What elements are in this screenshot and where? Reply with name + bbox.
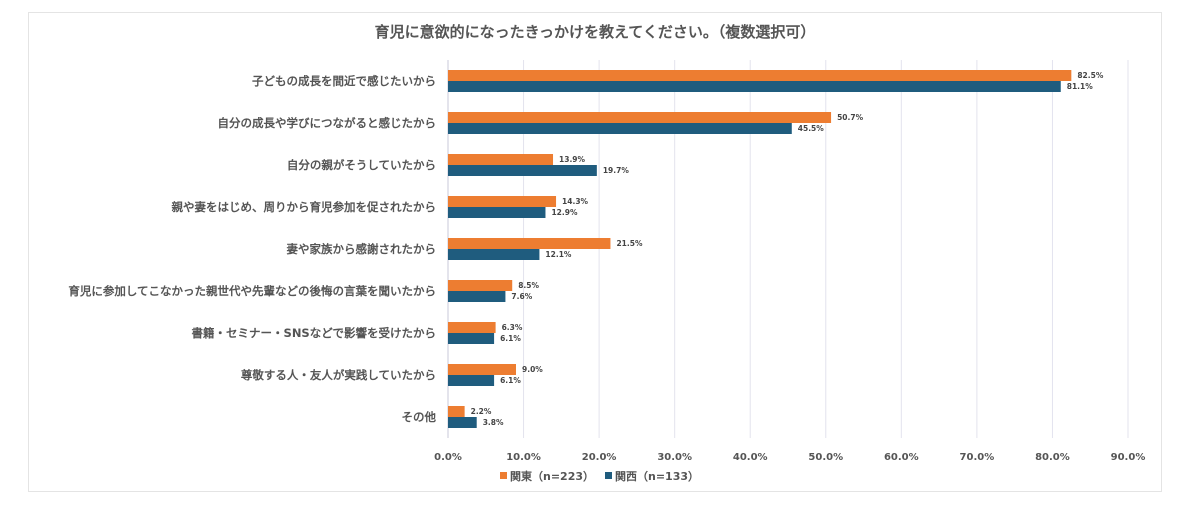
bar (448, 249, 540, 260)
data-label: 2.2% (471, 407, 492, 416)
data-label: 6.1% (500, 334, 521, 343)
category-label: 子どもの成長を間近で感じたいから (252, 74, 436, 88)
category-label: 自分の親がそうしていたから (287, 158, 436, 172)
x-tick-label: 10.0% (506, 452, 541, 463)
bar (448, 291, 506, 302)
data-label: 14.3% (562, 197, 589, 206)
legend-swatch (500, 472, 507, 479)
x-tick-label: 30.0% (657, 452, 692, 463)
category-label: 自分の成長や学びにつながると感じたから (218, 116, 437, 130)
category-label: 尊敬する人・友人が実践していたから (241, 368, 436, 382)
data-label: 12.9% (551, 208, 578, 217)
data-label: 19.7% (603, 166, 630, 175)
category-label: その他 (402, 410, 437, 424)
bar (448, 238, 611, 249)
x-tick-label: 50.0% (808, 452, 843, 463)
data-label: 81.1% (1067, 82, 1094, 91)
chart-frame (28, 12, 1162, 492)
data-label: 7.6% (511, 292, 532, 301)
bar (448, 112, 832, 123)
data-label: 45.5% (798, 124, 825, 133)
data-label: 12.1% (545, 250, 572, 259)
data-label: 6.3% (502, 323, 523, 332)
bar (448, 322, 496, 333)
data-label: 13.9% (559, 155, 586, 164)
data-label: 82.5% (1077, 71, 1104, 80)
bar (448, 165, 597, 176)
legend-label: 関東（n=223） (510, 469, 594, 483)
data-label: 3.8% (483, 418, 504, 427)
bar (448, 375, 495, 386)
x-tick-label: 70.0% (960, 452, 995, 463)
chart-title: 育児に意欲的になったきっかけを教えてください。（複数選択可） (375, 23, 816, 41)
x-tick-label: 80.0% (1035, 452, 1070, 463)
category-label: 書籍・セミナー・SNSなどで影響を受けたから (192, 326, 436, 340)
legend-label: 関西（n=133） (615, 470, 699, 483)
bar (448, 154, 554, 165)
bar (448, 123, 792, 134)
bar (448, 196, 557, 207)
bar (448, 280, 513, 291)
category-label: 親や妻をはじめ、周りから育児参加を促されたから (172, 200, 437, 214)
bar (448, 81, 1061, 92)
bar (448, 417, 477, 428)
x-tick-label: 90.0% (1111, 452, 1146, 463)
data-label: 21.5% (616, 239, 643, 248)
data-label: 50.7% (837, 113, 864, 122)
x-tick-label: 60.0% (884, 452, 919, 463)
x-tick-label: 40.0% (733, 452, 768, 463)
data-label: 9.0% (522, 365, 543, 374)
bar (448, 406, 465, 417)
category-label: 育児に参加してこなかった親世代や先輩などの後悔の言葉を聞いたから (68, 284, 436, 298)
x-tick-label: 0.0% (434, 452, 462, 463)
bar (448, 364, 516, 375)
x-tick-label: 20.0% (582, 452, 617, 463)
bar (448, 333, 495, 344)
legend-swatch (605, 472, 612, 479)
data-label: 6.1% (500, 376, 521, 385)
bar (448, 70, 1072, 81)
category-label: 妻や家族から感謝されたから (287, 242, 437, 256)
bar (448, 207, 546, 218)
data-label: 8.5% (518, 281, 539, 290)
